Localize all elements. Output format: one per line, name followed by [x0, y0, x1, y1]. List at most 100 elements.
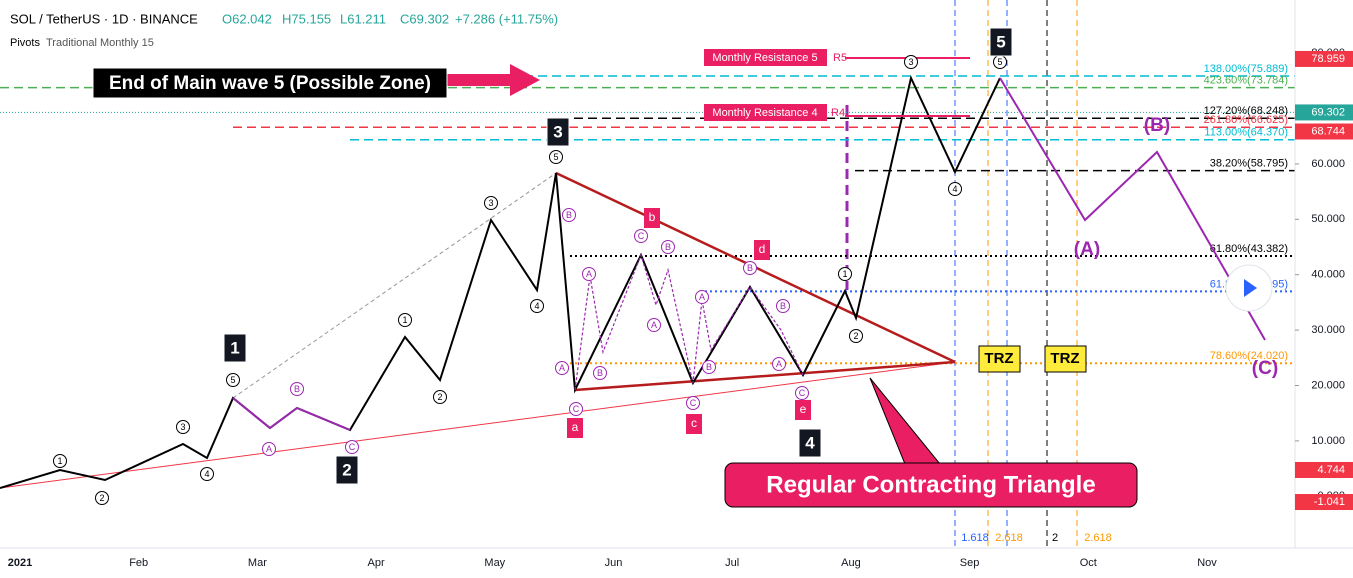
- price-badge: [1295, 123, 1353, 140]
- main-wave-box: [335, 455, 359, 485]
- wave-label: 4: [534, 301, 539, 311]
- annotation: Regular Contracting Triangle: [766, 471, 1095, 498]
- main-wave-label: 3: [553, 122, 562, 141]
- correction-label: (C): [1252, 358, 1278, 379]
- leg-box: [795, 400, 811, 420]
- sub-wave-circle: [795, 386, 809, 400]
- sub-wave-circle: [569, 402, 583, 416]
- main-wave-label: 2: [342, 460, 351, 479]
- level-label: 113.00%(64.370): [1204, 127, 1288, 139]
- y-tick-label: 30.000: [1311, 324, 1345, 336]
- leg-label: a: [572, 420, 579, 434]
- annotation: R5: [833, 52, 847, 64]
- sub-wave-label: B: [780, 301, 786, 311]
- sub-wave-label: C: [799, 388, 806, 398]
- y-tick-label: 60.000: [1311, 158, 1345, 170]
- main-wave-box: [798, 428, 822, 458]
- y-tick-label: 40.000: [1311, 269, 1345, 281]
- sub-wave-label: B: [294, 384, 300, 394]
- main-wave-label: 5: [996, 32, 1005, 51]
- sub-wave-label: B: [747, 263, 753, 273]
- annotation: End of Main wave 5 (Possible Zone): [109, 73, 431, 94]
- price-axis: [1295, 0, 1353, 548]
- wave-circle: [433, 390, 447, 404]
- leg-label: c: [691, 416, 697, 430]
- x-tick-label: Mar: [248, 557, 267, 569]
- sub-wave-circle: [776, 299, 790, 313]
- annotation: Monthly Resistance 4: [712, 107, 817, 119]
- wave-circle: [176, 420, 190, 434]
- wave-drawings: [0, 57, 1266, 489]
- annotation-box: [92, 67, 448, 99]
- leg-label: d: [759, 242, 766, 256]
- leg-box: [686, 414, 702, 434]
- leg-box: [567, 418, 583, 438]
- triangle-lower: [574, 360, 956, 392]
- price-badge: [1295, 50, 1353, 67]
- leg-box: [754, 240, 770, 260]
- sub-wave-circle: [262, 442, 276, 456]
- sub-wave-label: A: [651, 320, 657, 330]
- wave-circle: [838, 267, 852, 281]
- annotation-box: [704, 49, 827, 66]
- annotation: R4: [831, 107, 845, 119]
- sub-wave-label: C: [573, 404, 580, 414]
- x-tick-label: May: [484, 557, 505, 569]
- indicator-settings: Traditional Monthly 15: [46, 37, 154, 49]
- level-label: 261.80%(66.625): [1204, 114, 1288, 126]
- wave-label: 5: [230, 375, 235, 385]
- y-tick-label: 10.000: [1311, 435, 1345, 447]
- y-tick-label: 50.000: [1311, 213, 1345, 225]
- sub-wave-circle: [772, 357, 786, 371]
- sub-wave-label: A: [559, 363, 565, 373]
- level-label: 423.60%(73.784): [1204, 75, 1288, 87]
- sub-wave-label: B: [665, 242, 671, 252]
- sub-wave-label: C: [638, 231, 645, 241]
- sub-wave-label: A: [776, 359, 782, 369]
- wave-circle: [95, 491, 109, 505]
- annotation: TRZ: [984, 350, 1013, 367]
- wave-circle: [948, 182, 962, 196]
- x-tick-label: Nov: [1197, 557, 1217, 569]
- sub-wave-circle: [345, 440, 359, 454]
- main-wave-box: [223, 333, 247, 363]
- price-badge-label: 4.744: [1317, 464, 1345, 476]
- wave-label: 3: [488, 198, 493, 208]
- annotation-box: [724, 462, 1138, 508]
- sub-wave-circle: [647, 318, 661, 332]
- wave-circle: [904, 55, 918, 69]
- wave-label: 1: [402, 315, 407, 325]
- x-tick-label: Sep: [960, 557, 980, 569]
- sub-wave-label: C: [349, 442, 356, 452]
- play-icon: [1244, 279, 1257, 297]
- level-label: 127.20%(68.248): [1204, 105, 1288, 117]
- wave-circle: [200, 467, 214, 481]
- sub-wave-path: [232, 397, 351, 431]
- x-tick-label: Feb: [129, 557, 148, 569]
- wave-circle: [849, 329, 863, 343]
- wave-circle: [530, 299, 544, 313]
- y-tick-label: 20.000: [1311, 379, 1345, 391]
- price-badge: [1295, 104, 1353, 121]
- annotation-box: [704, 104, 827, 121]
- wave-label: 2: [853, 331, 858, 341]
- wave-circle: [549, 150, 563, 164]
- channel-line: [232, 172, 557, 399]
- wave-label: 5: [997, 57, 1002, 67]
- x-tick-label: Jul: [725, 557, 739, 569]
- leg-label: b: [649, 210, 656, 224]
- x-tick-label: Jun: [605, 557, 623, 569]
- sub-wave-circle: [695, 290, 709, 304]
- time-fib-label: 2: [1052, 532, 1058, 544]
- trz-box: [978, 345, 1021, 373]
- sub-wave-circle: [634, 229, 648, 243]
- price-badge-label: 68.744: [1311, 125, 1345, 137]
- main-wave-box: [989, 27, 1013, 57]
- leg-box: [644, 208, 660, 228]
- time-fib-label: 2.618: [1084, 532, 1112, 544]
- price-badge-label: 78.959: [1311, 53, 1345, 65]
- x-tick-label: Oct: [1080, 557, 1097, 569]
- time-fib-label: 1.618: [961, 532, 989, 544]
- wave-label: 1: [57, 456, 62, 466]
